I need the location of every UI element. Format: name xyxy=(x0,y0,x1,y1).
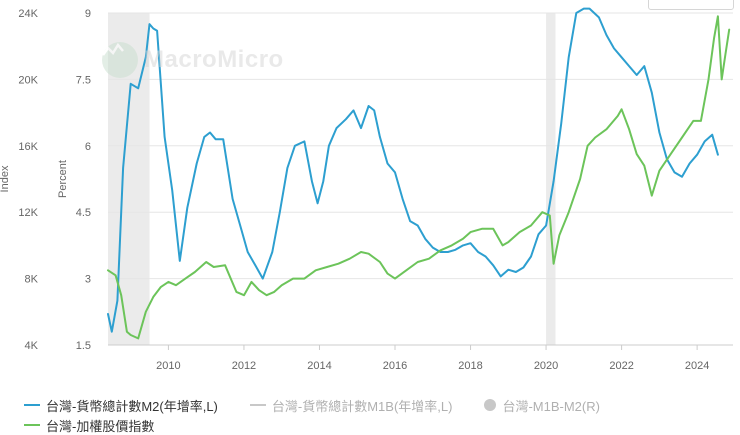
gridlines xyxy=(108,12,733,346)
legend-taiex-line-icon xyxy=(24,424,40,426)
series-line-taiex[interactable] xyxy=(107,15,731,340)
right-axis-title: Index xyxy=(0,165,11,192)
left-tick-label: 6 xyxy=(85,141,91,153)
x-axis-ticks: 2010 2012 2014 2016 2018 2020 2022 2024 xyxy=(156,345,709,372)
watermark-text: MacroMicro xyxy=(144,46,284,73)
legend-item-taiex[interactable]: 台灣-加權股價指數 xyxy=(24,416,154,435)
legend-item-m1b[interactable]: 台灣-貨幣總計數M1B(年增率,L) xyxy=(249,396,453,415)
x-tick-label: 2012 xyxy=(232,360,256,372)
x-tick-label: 2014 xyxy=(307,360,331,372)
right-tick-label: 24K xyxy=(18,8,38,20)
legend-item-m1b-m2[interactable]: 台灣-M1B-M2(R) xyxy=(484,396,600,415)
left-axis-ticks: 1.5 3 4.5 6 7.5 9 xyxy=(76,8,91,352)
legend-row: 台灣-貨幣總計數M2(年增率,L) 台灣-貨幣總計數M1B(年增率,L) 台灣-… xyxy=(24,395,724,415)
recession-band xyxy=(546,13,556,345)
legend-m1b-m2-dot-icon xyxy=(484,399,497,411)
x-tick-label: 2024 xyxy=(685,360,709,372)
macromicro-logo-icon xyxy=(102,42,138,78)
series-layer xyxy=(107,7,731,340)
left-tick-label: 1.5 xyxy=(76,340,91,352)
left-tick-label: 3 xyxy=(85,274,91,286)
left-tick-label: 7.5 xyxy=(76,74,91,86)
left-tick-label: 9 xyxy=(85,8,91,20)
left-axis-title: Percent xyxy=(57,160,69,198)
legend-taiex-label: 台灣-加權股價指數 xyxy=(46,418,155,434)
x-tick-label: 2018 xyxy=(458,360,482,372)
right-tick-label: 20K xyxy=(18,74,38,86)
legend-m2-label: 台灣-貨幣總計數M2(年增率,L) xyxy=(46,398,218,414)
x-tick-label: 2022 xyxy=(609,360,633,372)
x-tick-label: 2016 xyxy=(383,360,407,372)
right-tick-label: 4K xyxy=(25,340,39,352)
legend-item-m2[interactable]: 台灣-貨幣總計數M2(年增率,L) xyxy=(24,396,218,415)
right-tick-label: 16K xyxy=(18,141,38,153)
legend-row: 台灣-加權股價指數 xyxy=(24,415,724,435)
right-tick-label: 12K xyxy=(18,207,38,219)
export-button[interactable] xyxy=(648,0,734,10)
legend-m1b-label: 台灣-貨幣總計數M1B(年增率,L) xyxy=(271,398,453,414)
x-tick-label: 2010 xyxy=(156,360,180,372)
legend-m1b-line-icon xyxy=(249,404,266,406)
legend-m1b-m2-label: 台灣-M1B-M2(R) xyxy=(502,398,600,414)
watermark: MacroMicro xyxy=(102,42,284,78)
right-axis-ticks: 4K 8K 12K 16K 20K 24K xyxy=(18,8,38,352)
left-tick-label: 4.5 xyxy=(76,207,91,219)
series-line-m2[interactable] xyxy=(107,7,719,333)
chart-legend: 台灣-貨幣總計數M2(年增率,L) 台灣-貨幣總計數M1B(年增率,L) 台灣-… xyxy=(24,395,724,435)
legend-m2-line-icon xyxy=(24,404,40,406)
x-tick-label: 2020 xyxy=(534,360,558,372)
right-tick-label: 8K xyxy=(25,274,39,286)
